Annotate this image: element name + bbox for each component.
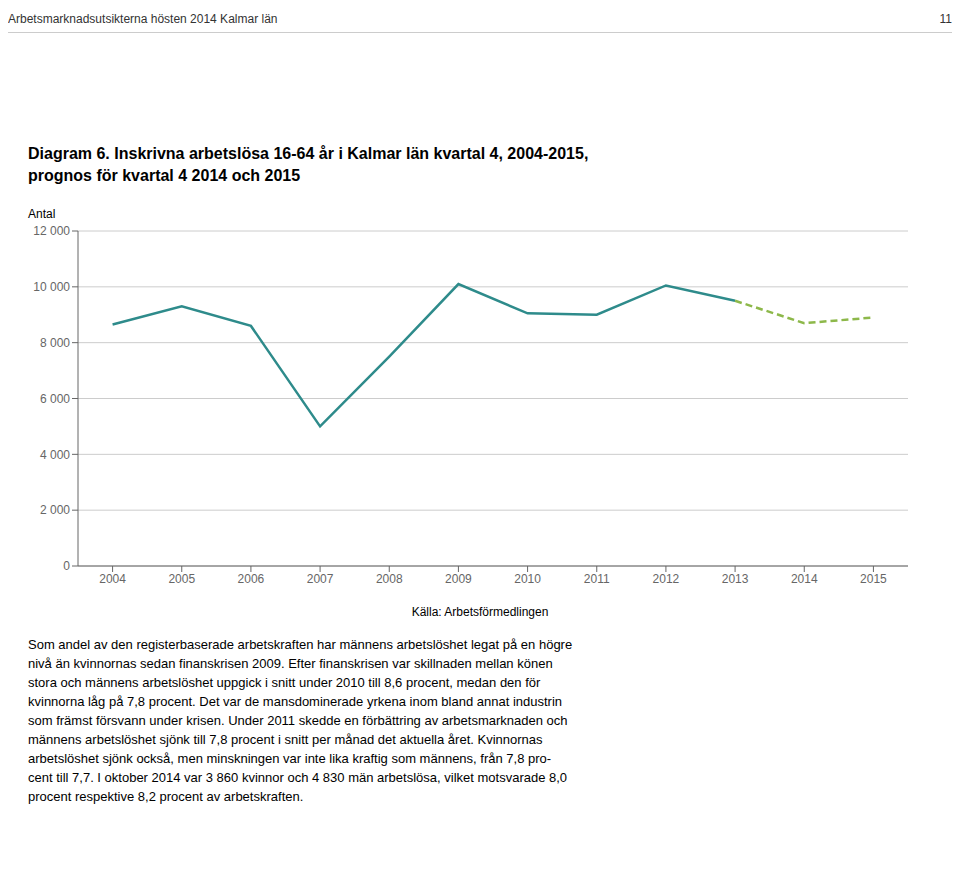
svg-text:2004: 2004 — [99, 572, 126, 586]
svg-text:4 000: 4 000 — [40, 448, 70, 462]
svg-text:2012: 2012 — [653, 572, 680, 586]
svg-text:2008: 2008 — [376, 572, 403, 586]
html-text:Antal: Antal — [28, 207, 56, 221]
svg-text:8 000: 8 000 — [40, 336, 70, 350]
svg-text:2013: 2013 — [722, 572, 749, 586]
svg-text:0: 0 — [63, 559, 70, 573]
html-text:Källa: Arbetsförmedlingen: Källa: Arbetsförmedlingen — [411, 605, 549, 619]
html-text:Diagram 6. Inskrivna arbetslös: Diagram 6. Inskrivna arbetslösa 16-64 år… — [28, 145, 589, 162]
svg-text:2007: 2007 — [307, 572, 334, 586]
html-text:Som andel av den registerbaser: Som andel av den registerbaserade arbets… — [28, 637, 573, 804]
svg-text:2011: 2011 — [584, 572, 610, 586]
svg-text:6 000: 6 000 — [40, 392, 70, 406]
html-text:Arbetsmarknadsutsikterna höste: Arbetsmarknadsutsikterna hösten 2014 Kal… — [8, 12, 278, 26]
html-text:prognos för kvartal 4 2014 och: prognos för kvartal 4 2014 och 2015 — [28, 167, 301, 184]
svg-text:2005: 2005 — [168, 572, 195, 586]
svg-text:2015: 2015 — [860, 572, 887, 586]
svg-text:12 000: 12 000 — [33, 224, 70, 238]
svg-text:2014: 2014 — [791, 572, 818, 586]
svg-text:2010: 2010 — [514, 572, 541, 586]
html-text:11: 11 — [939, 12, 952, 26]
svg-text:2006: 2006 — [238, 572, 265, 586]
svg-text:10 000: 10 000 — [33, 280, 70, 294]
svg-text:2 000: 2 000 — [40, 503, 70, 517]
svg-text:2009: 2009 — [445, 572, 472, 586]
